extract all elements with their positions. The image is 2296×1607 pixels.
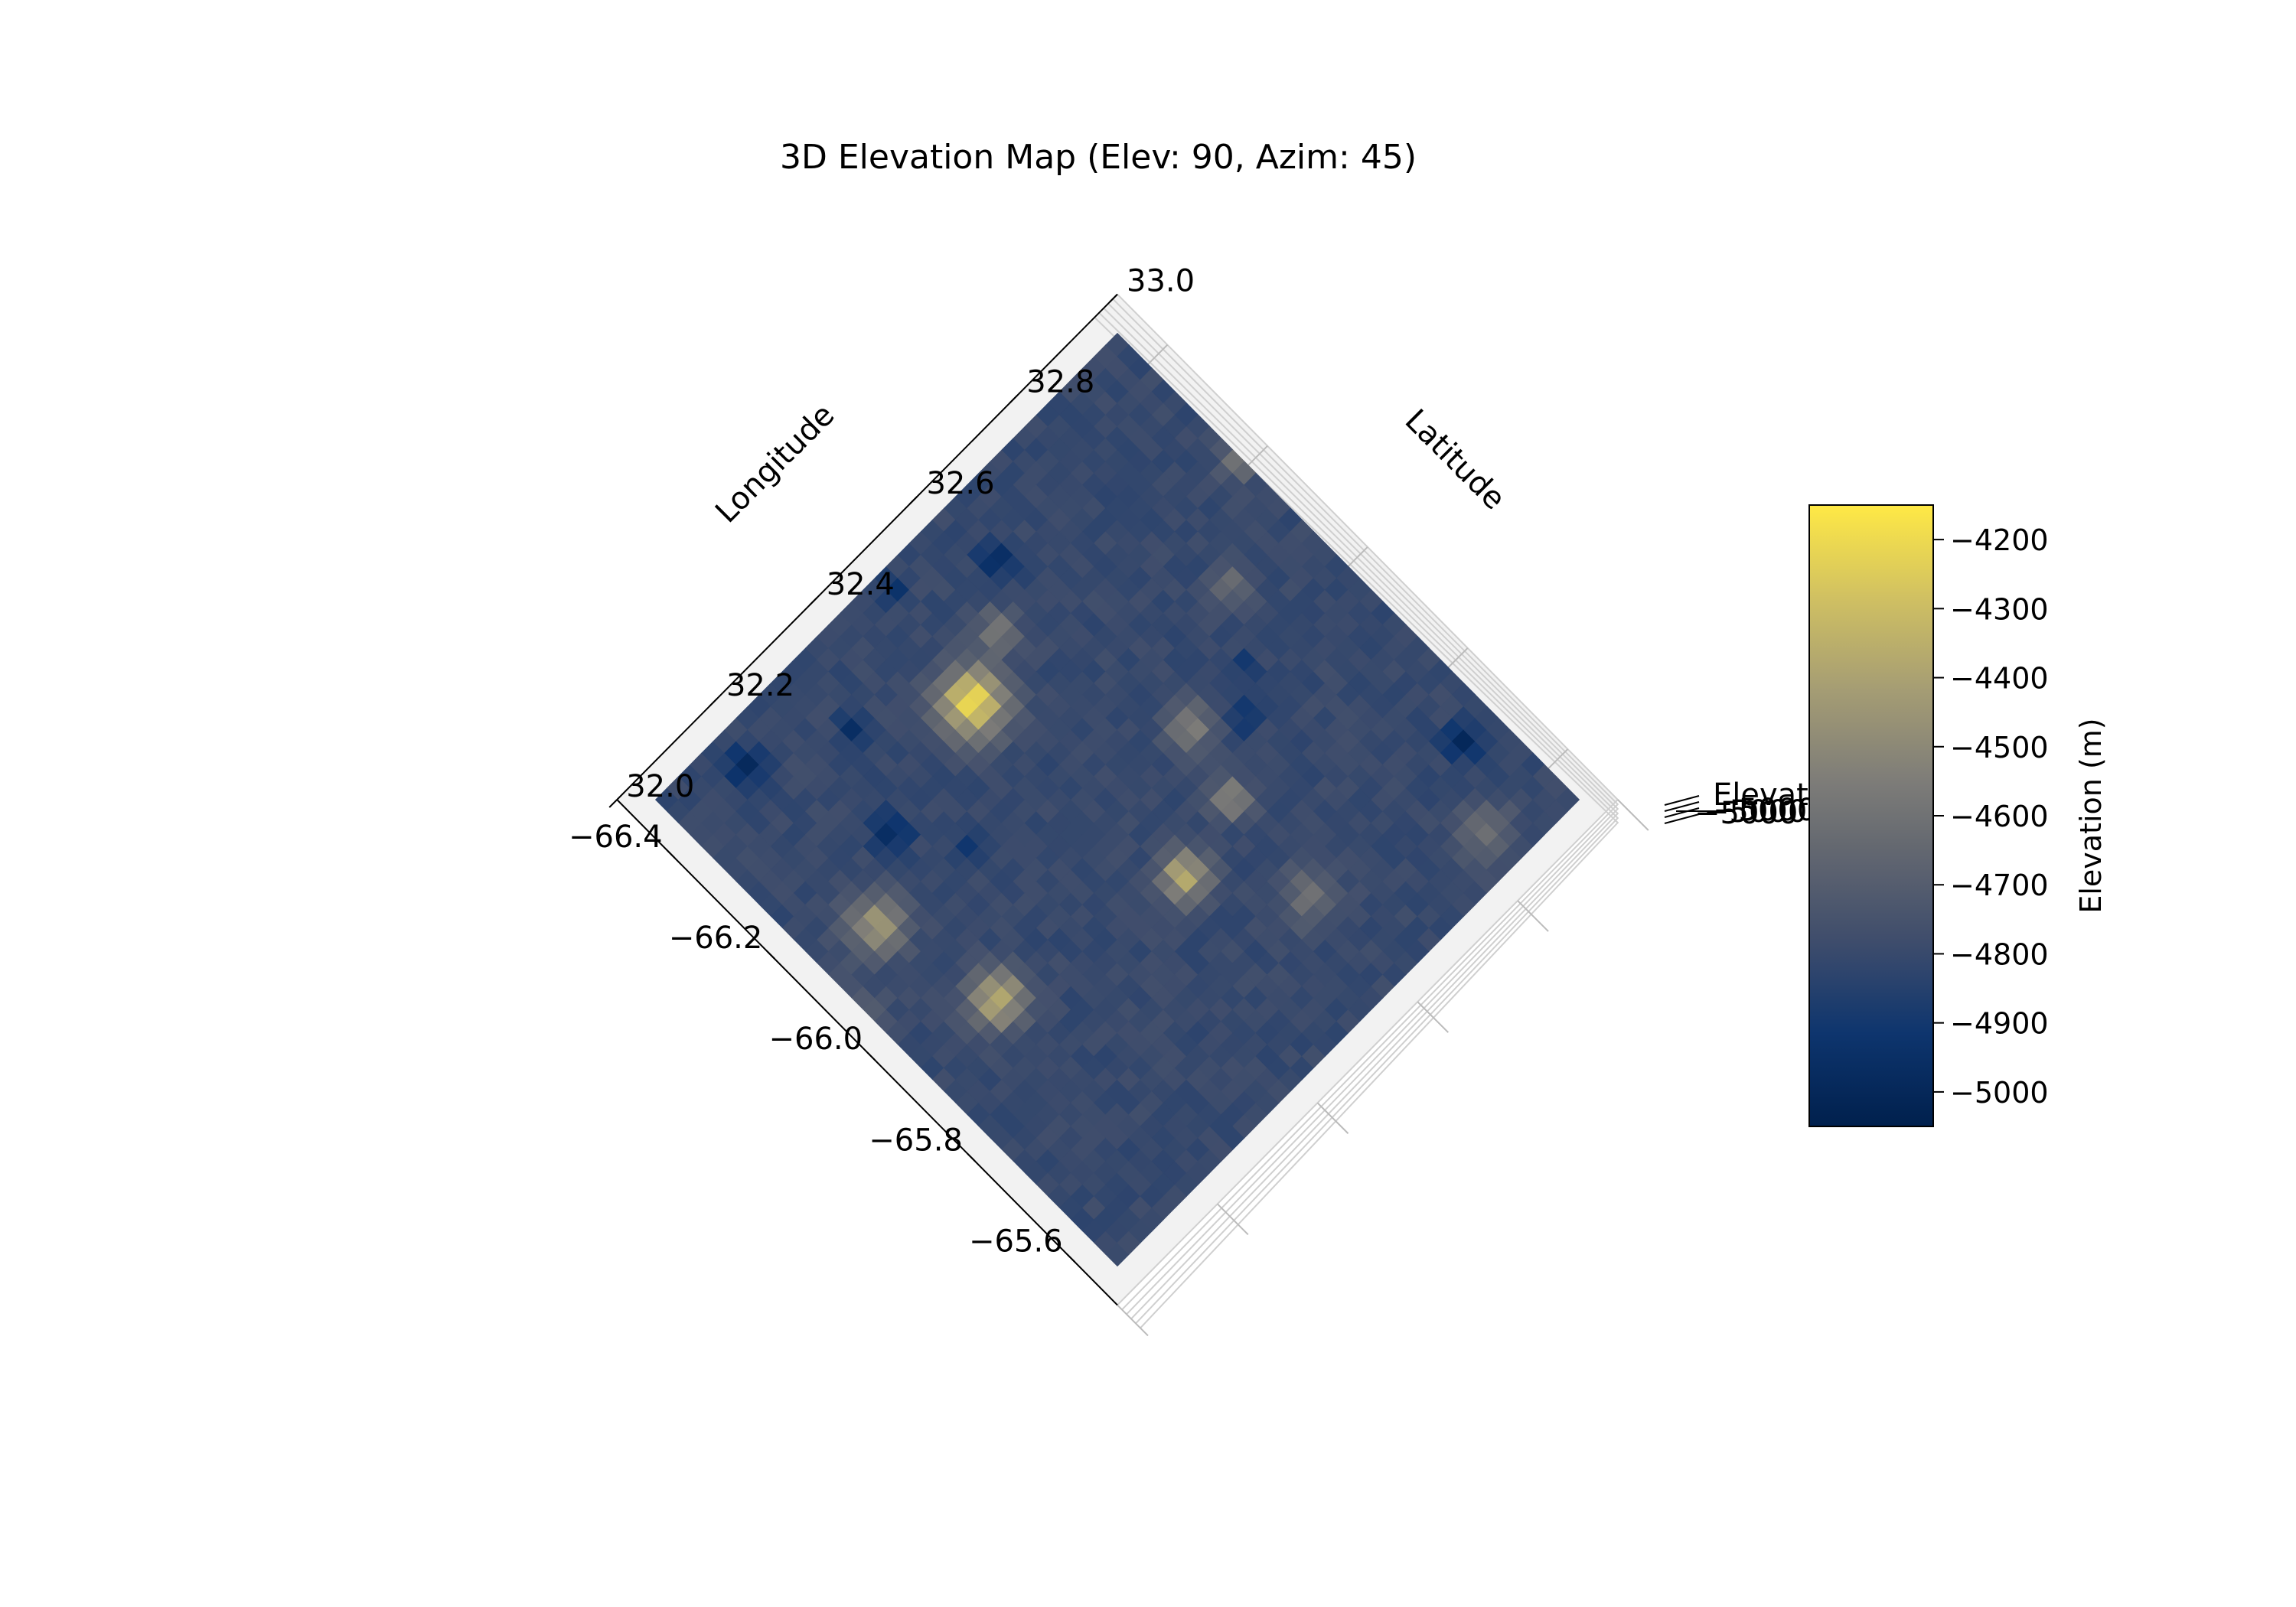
longitude-tick: [967, 1152, 976, 1162]
pane-edge: [1094, 316, 1619, 1329]
latitude-tick-label: 32.4: [827, 567, 895, 602]
surface-cell: [1555, 787, 1580, 812]
pane-edge: [1107, 302, 1619, 1315]
colorbar: [1808, 504, 1934, 1127]
grid-line: [1617, 799, 1649, 831]
elevation-tick-label: −5000: [1694, 796, 1798, 831]
latitude-tick: [1009, 394, 1018, 404]
colorbar-tick-label: −4900: [1950, 1007, 2049, 1041]
latitude-tick-label: 32.0: [626, 769, 694, 804]
elevation-axis-label: Elevat: [1713, 777, 1808, 813]
longitude-tick: [1066, 1253, 1076, 1263]
latitude-tick: [608, 799, 618, 808]
colorbar-tick-label: −4400: [1950, 662, 2049, 696]
longitude-tick-label: −65.6: [969, 1224, 1063, 1259]
grid-line: [1117, 1304, 1149, 1337]
latitude-axis-label: Latitude: [1398, 403, 1512, 517]
longitude-tick: [766, 950, 776, 960]
axes: −66.4 −66.2 −66.0 −65.8 −65.6 32.0 32.2 32.4 32.…: [569, 264, 1195, 1306]
grid-line: [1517, 900, 1549, 932]
colorbar-tick-label: −4500: [1950, 731, 2049, 764]
longitude-tick-label: −65.8: [869, 1123, 963, 1158]
colorbar-tick-label: −4700: [1950, 869, 2049, 902]
latitude-tick-label: 32.6: [926, 466, 994, 501]
colorbar-tick-label: −5000: [1950, 1076, 2049, 1110]
colorbar-label: Elevation (m): [2074, 718, 2108, 913]
elevation-axis: Elevat −5000 −5000 −5000: [1664, 777, 1816, 831]
colorbar-tick-label: −4200: [1950, 523, 2049, 557]
latitude-tick: [908, 496, 918, 505]
elevation-surface: [654, 332, 1580, 1267]
colorbar-tick-label: −4800: [1950, 937, 2049, 971]
pane-edge: [1112, 298, 1619, 1311]
longitude-axis-label: Longitude: [709, 397, 841, 530]
latitude-tick: [1109, 293, 1118, 303]
latitude-tick: [809, 597, 818, 606]
colorbar-tick-label: −4600: [1950, 800, 2049, 833]
longitude-tick: [866, 1051, 876, 1061]
colorbar-ticks: −4200 −4300 −4400 −4500 −4600 −4700 −4800 −4900…: [1933, 523, 2049, 1110]
grid-line: [1316, 1102, 1349, 1134]
grid-line: [1217, 1203, 1249, 1236]
pane-edge: [1103, 307, 1619, 1320]
latitude-axis-line: [616, 293, 1118, 800]
longitude-tick: [666, 849, 676, 859]
latitude-tick-label: 33.0: [1127, 264, 1195, 299]
longitude-tick-label: −66.2: [669, 921, 763, 956]
latitude-tick-label: 32.2: [726, 668, 794, 703]
longitude-tick-label: −66.4: [569, 820, 663, 855]
latitude-tick-label: 32.8: [1026, 365, 1094, 400]
elevation-tick-label: −5000: [1704, 794, 1807, 830]
colorbar-tick-label: −4300: [1950, 592, 2049, 626]
latitude-tick: [709, 698, 718, 707]
grid-line: [1417, 1001, 1449, 1033]
elevation-tick-label: −5000: [1713, 793, 1816, 828]
pane-edge: [1098, 311, 1619, 1325]
longitude-tick-label: −66.0: [769, 1022, 863, 1057]
chart-title: 3D Elevation Map (Elev: 90, Azim: 45): [780, 138, 1417, 177]
